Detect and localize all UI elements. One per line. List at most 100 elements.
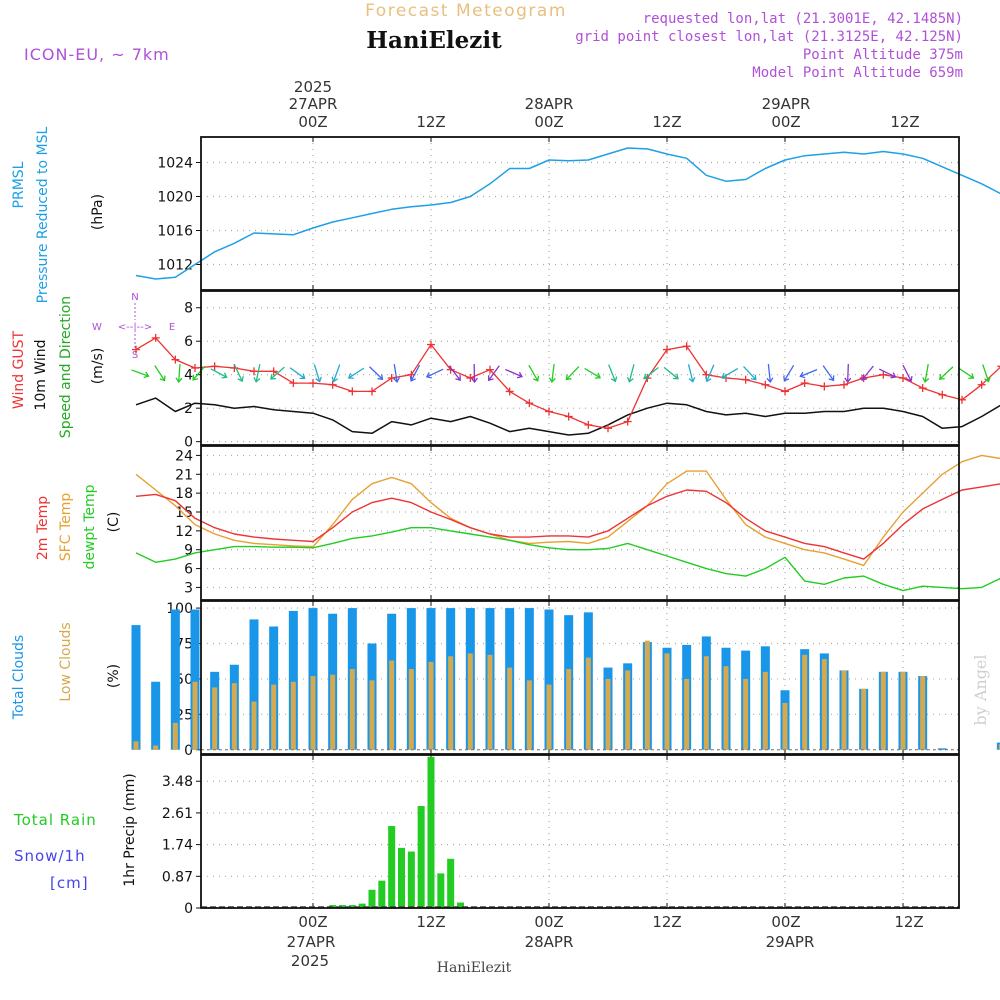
wind-arrow-head	[861, 374, 868, 381]
rain-bar	[339, 905, 346, 908]
y-tick-label: 1.74	[162, 838, 193, 854]
wind-arrow-head	[315, 376, 322, 383]
wind-arrow-head	[393, 377, 400, 383]
top-date-label: 27APR	[289, 95, 338, 113]
wind-direction-arrow	[289, 367, 306, 380]
pressure-unit: (hPa)	[90, 194, 106, 230]
wind-arrow-shaft	[628, 364, 635, 382]
wind-arrow-shaft	[982, 364, 990, 382]
wind-arrow-shaft	[270, 366, 285, 380]
wind-arrow-head	[844, 377, 852, 384]
wind-direction-arrow	[210, 368, 228, 379]
low-cloud-bar	[448, 656, 454, 750]
wind-arrow-shaft	[192, 365, 206, 381]
low-cloud-bar	[861, 688, 867, 750]
wind-arrow-shaft	[448, 365, 461, 381]
wind-direction-arrow	[548, 364, 556, 384]
wind-compass: N S W E <--|-->	[92, 292, 175, 361]
top-year-label: 2025	[294, 78, 332, 96]
y-tick-label: 8	[184, 301, 193, 317]
wind-arrow-head	[906, 376, 913, 383]
low-cloud-bar	[743, 678, 749, 750]
y-tick-label: 0	[184, 435, 193, 451]
low-cloud-bar	[349, 669, 355, 750]
compass-east: E	[169, 322, 175, 333]
wind-axis-title: Wind GUST 10m Wind Speed and Direction (…	[11, 296, 106, 438]
wind-arrow-shaft	[255, 364, 261, 382]
low-cloud-bar	[172, 722, 178, 750]
wind-arrow-head	[626, 376, 634, 383]
wind-arrow-shaft	[565, 366, 580, 380]
pressure-title-line2: Pressure Reduced to MSL	[35, 126, 51, 303]
low-cloud-bar	[821, 659, 827, 750]
wind-arrow-shaft	[847, 364, 849, 383]
wind-arrow-shaft	[721, 367, 739, 379]
wind-direction-arrow	[902, 364, 913, 383]
wind-arrow-head	[237, 376, 244, 383]
footer-location: HaniElezit	[437, 960, 512, 976]
bottom-date-label: 27APR	[287, 933, 336, 951]
low-cloud-bar	[369, 680, 375, 750]
wind-direction-arrow	[663, 366, 679, 380]
wind-arrow-head	[425, 372, 432, 379]
wind-direction-arrow	[270, 366, 285, 380]
low-cloud-bar	[271, 684, 277, 750]
wind-direction-arrow	[175, 363, 183, 384]
wind-arrow-shaft	[505, 368, 523, 378]
bottom-date-label: 29APR	[766, 933, 815, 951]
rain-bar	[358, 903, 366, 908]
top-time-tick: 12Z	[890, 113, 919, 131]
wind-arrow-head	[532, 375, 540, 382]
wind-arrow-shaft	[924, 364, 929, 382]
wind-arrow-shaft	[608, 364, 616, 382]
wind-arrow-head	[377, 374, 384, 381]
wind-arrow-shaft	[289, 367, 305, 379]
wind-arrow-head	[159, 375, 166, 382]
wind-arrow-shaft	[210, 368, 227, 378]
rain-bar	[407, 851, 415, 908]
wind-arrow-shaft	[743, 365, 757, 381]
wind-arrow-head	[470, 377, 478, 384]
wind-arrow-shaft	[488, 365, 500, 381]
wind-arrow-shaft	[348, 367, 365, 379]
wind-arrow-head	[704, 376, 712, 383]
total-cloud-bar	[937, 748, 947, 750]
wind-direction-arrow	[626, 364, 635, 383]
wind-arrow-head	[299, 373, 306, 380]
compass-arrows: <--|-->	[118, 322, 153, 333]
point-altitude: Point Altitude 375m	[803, 47, 963, 63]
wind-arrow-head	[143, 371, 150, 379]
wind-title-10m: 10m Wind	[33, 339, 49, 410]
precip-unit: 1hr Precip (mm)	[122, 773, 138, 886]
wind-arrow-shaft	[902, 364, 912, 382]
panel-frame	[200, 600, 960, 755]
cloud-axis-title: Total Clouds Low Clouds (%)	[11, 622, 122, 720]
wind-direction-arrow	[409, 364, 421, 382]
wind-arrow-shaft	[233, 364, 243, 382]
wind-arrow-shaft	[861, 365, 874, 381]
wind-arrow-head	[270, 373, 276, 380]
wind-arrow-head	[766, 377, 774, 384]
compass-north: N	[131, 292, 138, 303]
wind-arrow-shaft	[393, 364, 398, 383]
bottom-date-label: 28APR	[525, 933, 574, 951]
top-date-label: 28APR	[525, 95, 574, 113]
wind-arrow-head	[192, 374, 199, 381]
wind-direction-arrow	[369, 366, 384, 381]
low-cloud-bar	[625, 670, 631, 750]
y-tick-label: 9	[184, 543, 193, 559]
top-date-label: 29APR	[762, 95, 811, 113]
compass-south: S	[132, 350, 138, 361]
y-tick-label: 6	[184, 562, 193, 578]
low-cloud-bar	[153, 745, 159, 750]
wind-arrow-shaft	[643, 366, 659, 380]
rain-bar	[368, 889, 376, 908]
wind-arrow-shaft	[958, 367, 974, 379]
low-cloud-bar	[428, 661, 434, 750]
wind-arrow-shaft	[154, 365, 166, 381]
low-cloud-bar	[231, 683, 237, 750]
cloud-unit: (%)	[106, 664, 122, 688]
wind-arrow-head	[610, 376, 618, 383]
low-cloud-bar	[526, 680, 532, 750]
